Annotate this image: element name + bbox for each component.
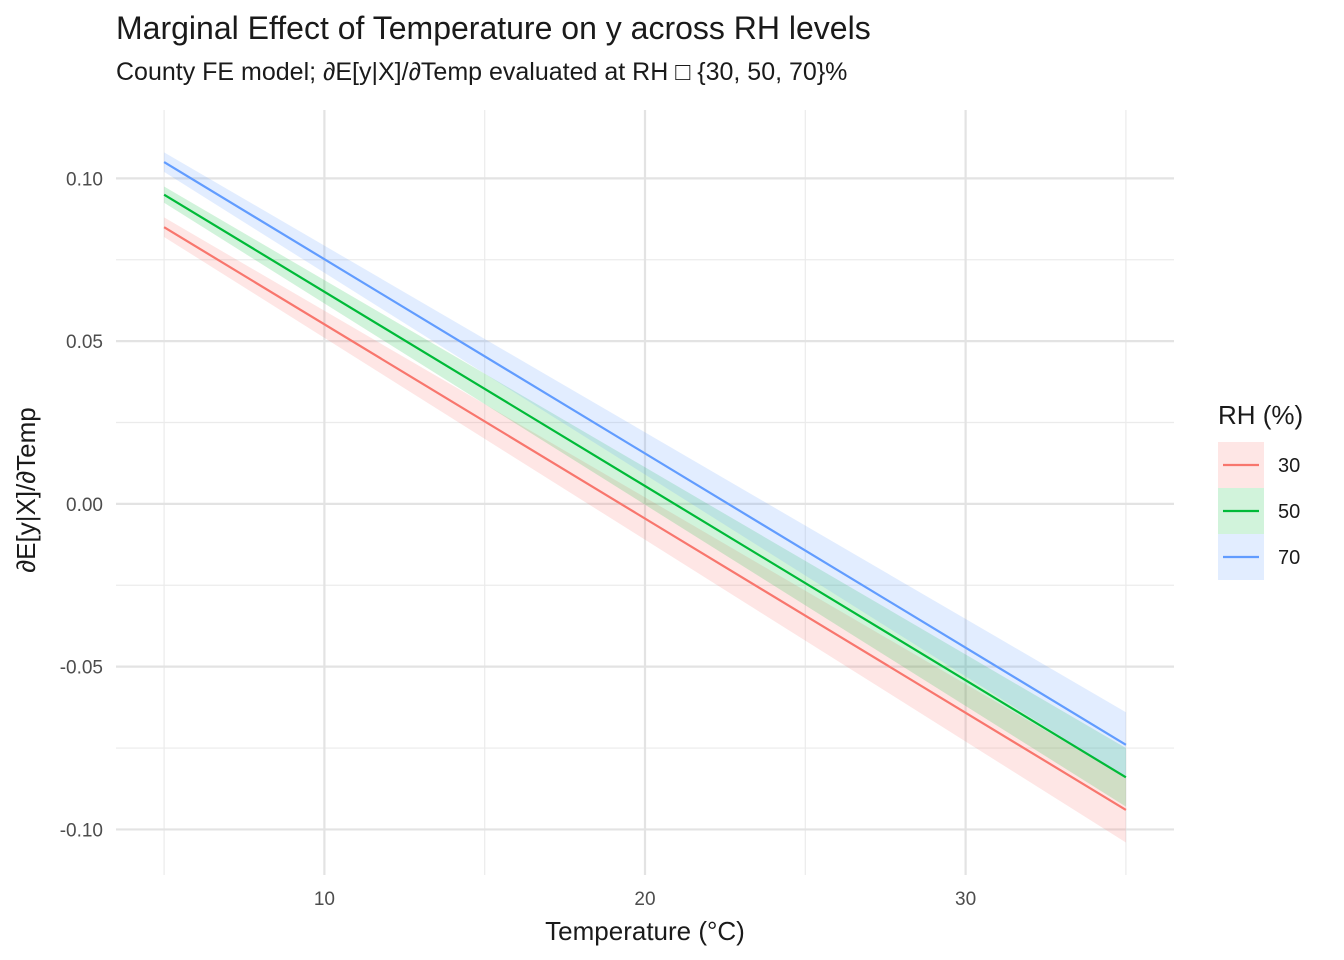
y-tick-label: 0.10 <box>66 169 103 190</box>
y-tick-label: -0.05 <box>60 658 103 679</box>
legend-label-rh-30: 30 <box>1278 455 1300 477</box>
line-rh-50 <box>163 193 1127 779</box>
x-axis-ticks: 10 20 30 <box>314 889 976 910</box>
legend: RH (%) 30 50 70 <box>1218 400 1303 580</box>
chart-title: Marginal Effect of Temperature on y acro… <box>116 10 871 46</box>
chart-subtitle: County FE model; ∂E[y|X]/∂Temp evaluated… <box>116 58 848 86</box>
legend-label-rh-70: 70 <box>1278 547 1300 569</box>
y-tick-label: 0.00 <box>66 495 103 516</box>
x-tick-label: 30 <box>955 889 976 910</box>
y-tick-label: 0.05 <box>66 332 103 353</box>
legend-label-rh-50: 50 <box>1278 501 1300 523</box>
y-axis-title: ∂E[y|X]/∂Temp <box>11 407 41 572</box>
major-gridlines <box>116 110 1174 875</box>
series-lines <box>163 161 1127 811</box>
line-rh-70 <box>163 161 1127 746</box>
y-axis-ticks: 0.10 0.05 0.00 -0.05 -0.10 <box>60 169 103 841</box>
x-tick-label: 10 <box>314 889 335 910</box>
x-tick-label: 20 <box>634 889 655 910</box>
y-tick-label: -0.10 <box>60 820 103 841</box>
legend-title: RH (%) <box>1218 400 1303 430</box>
x-axis-title: Temperature (°C) <box>545 916 745 946</box>
line-rh-30 <box>163 226 1127 811</box>
